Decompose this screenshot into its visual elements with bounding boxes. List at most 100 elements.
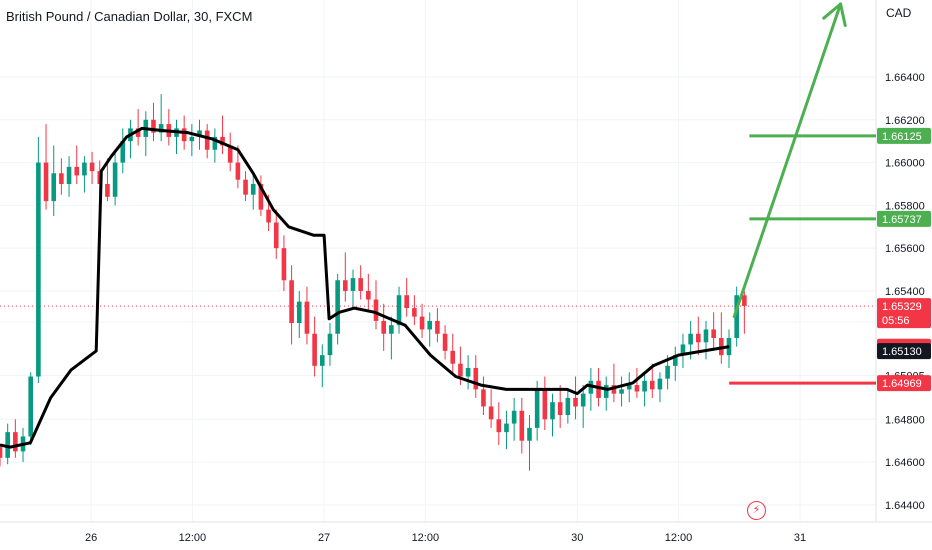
candle[interactable]	[734, 286, 739, 347]
candle[interactable]	[174, 119, 179, 155]
candle-body	[158, 124, 164, 133]
candle[interactable]	[672, 346, 678, 381]
candle[interactable]	[565, 389, 571, 424]
candle[interactable]	[227, 132, 233, 172]
candle[interactable]	[711, 312, 716, 351]
candle[interactable]	[703, 320, 709, 360]
price-badge: 1.65130	[877, 343, 931, 360]
candle[interactable]	[427, 312, 433, 347]
candle[interactable]	[43, 124, 49, 210]
candle[interactable]	[319, 344, 325, 388]
candle[interactable]	[258, 175, 264, 217]
candle[interactable]	[519, 397, 525, 454]
candle[interactable]	[603, 376, 609, 411]
candle-body	[389, 325, 394, 334]
candle[interactable]	[696, 316, 701, 356]
candle[interactable]	[719, 312, 724, 364]
candle[interactable]	[657, 372, 663, 403]
candle[interactable]	[135, 109, 141, 146]
candle[interactable]	[527, 415, 532, 471]
candle[interactable]	[649, 363, 655, 398]
candle[interactable]	[51, 145, 57, 217]
candle[interactable]	[542, 376, 548, 431]
candle[interactable]	[358, 265, 363, 300]
candle[interactable]	[235, 145, 241, 189]
candle[interactable]	[504, 410, 509, 450]
lightning-icon[interactable]: ⚡	[747, 501, 766, 520]
candle[interactable]	[28, 372, 33, 445]
candle[interactable]	[481, 376, 486, 416]
candle[interactable]	[273, 209, 279, 259]
candle[interactable]	[312, 316, 317, 377]
candle[interactable]	[105, 158, 110, 202]
candle[interactable]	[220, 115, 225, 155]
candle[interactable]	[36, 136, 41, 383]
candle[interactable]	[642, 372, 647, 407]
candle[interactable]	[588, 367, 594, 411]
candle[interactable]	[450, 333, 456, 373]
candle[interactable]	[74, 145, 80, 184]
candle[interactable]	[166, 109, 172, 146]
candle[interactable]	[580, 385, 586, 428]
candle[interactable]	[488, 389, 494, 428]
candle[interactable]	[82, 156, 87, 193]
candle[interactable]	[112, 149, 118, 206]
candlesticks[interactable]	[0, 94, 747, 471]
candle[interactable]	[189, 124, 195, 157]
candle[interactable]	[289, 265, 294, 345]
candle[interactable]	[158, 94, 164, 142]
horizontal-levels[interactable]	[729, 134, 876, 385]
candle[interactable]	[59, 158, 64, 195]
candle[interactable]	[120, 128, 126, 174]
candle[interactable]	[343, 252, 348, 302]
candle[interactable]	[143, 111, 149, 157]
candle[interactable]	[13, 419, 18, 458]
candle[interactable]	[281, 235, 287, 291]
candle[interactable]	[66, 156, 72, 197]
candle[interactable]	[619, 376, 624, 407]
candle[interactable]	[573, 376, 578, 420]
candle[interactable]	[496, 402, 502, 445]
candle[interactable]	[204, 124, 210, 159]
candle[interactable]	[404, 278, 410, 317]
candle[interactable]	[128, 119, 133, 159]
candle[interactable]	[5, 423, 10, 465]
candle[interactable]	[389, 316, 394, 360]
candle[interactable]	[611, 363, 617, 403]
candle[interactable]	[465, 355, 471, 390]
candle[interactable]	[442, 325, 448, 360]
candle[interactable]	[381, 303, 386, 351]
candle[interactable]	[557, 385, 563, 428]
projection-arrow[interactable]	[732, 2, 847, 319]
candle[interactable]	[350, 269, 356, 309]
candle[interactable]	[89, 151, 95, 184]
candle[interactable]	[550, 393, 555, 437]
chart-grid	[0, 0, 876, 522]
candle[interactable]	[250, 173, 256, 210]
candle[interactable]	[680, 333, 686, 368]
candle[interactable]	[366, 273, 371, 313]
candle[interactable]	[435, 308, 440, 343]
candle[interactable]	[511, 397, 517, 441]
candle[interactable]	[212, 128, 218, 163]
candle[interactable]	[327, 323, 333, 366]
candle[interactable]	[412, 295, 417, 326]
candle-body	[626, 385, 632, 390]
candle[interactable]	[626, 372, 632, 403]
moving-average-line[interactable]	[0, 126, 730, 449]
candle[interactable]	[0, 444, 3, 467]
candle-body	[481, 389, 486, 407]
candle[interactable]	[373, 280, 379, 330]
candle[interactable]	[742, 290, 747, 334]
candle[interactable]	[151, 102, 156, 142]
candle[interactable]	[419, 303, 425, 339]
candle[interactable]	[396, 286, 402, 334]
candle[interactable]	[634, 367, 640, 398]
candle[interactable]	[726, 329, 732, 368]
candle[interactable]	[296, 290, 302, 339]
candle[interactable]	[304, 286, 310, 345]
candle[interactable]	[335, 273, 340, 345]
candle[interactable]	[473, 355, 479, 398]
candle[interactable]	[243, 171, 248, 202]
